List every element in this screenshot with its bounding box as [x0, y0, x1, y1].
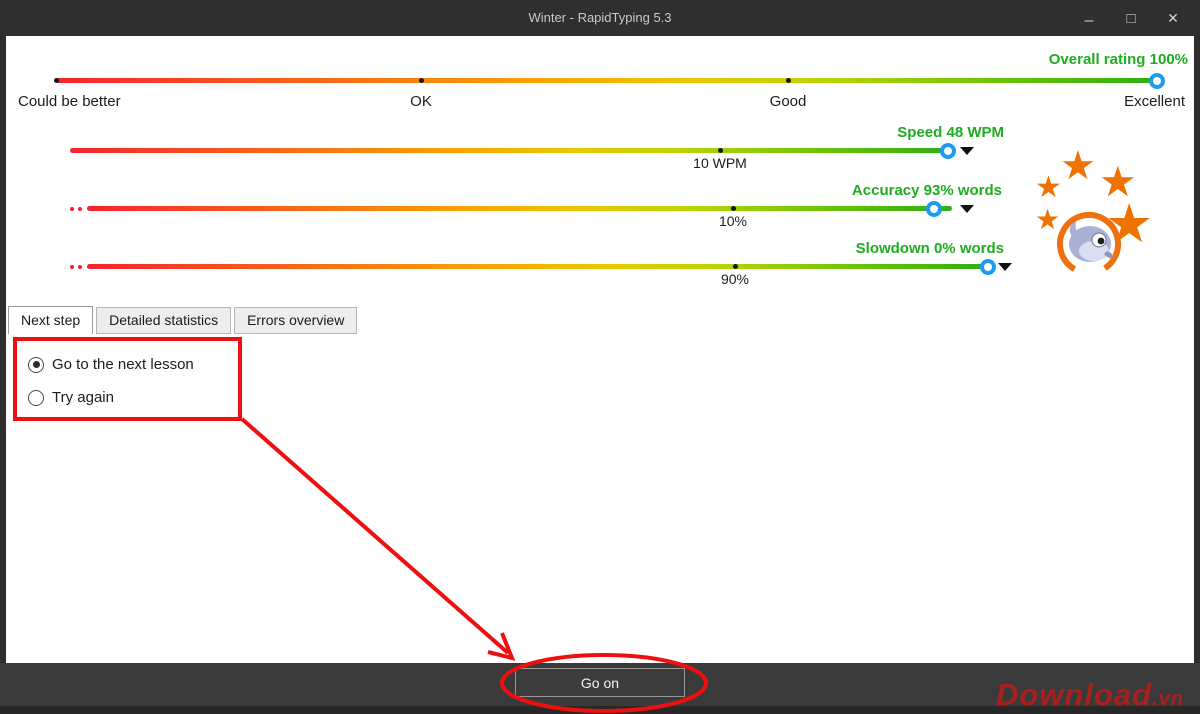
- option-label: Try again: [52, 389, 114, 406]
- scale-label-could-be-better: Could be better: [18, 93, 121, 110]
- speed-handle[interactable]: [940, 143, 956, 159]
- star-icon: ★: [1035, 170, 1062, 205]
- accuracy-start-dot-2: [78, 207, 82, 211]
- radio-selected-icon[interactable]: [28, 356, 44, 373]
- overall-rating-handle[interactable]: [1149, 73, 1165, 89]
- scale-label-excellent: Excellent: [1124, 93, 1185, 110]
- scale-label-good: Good: [769, 93, 807, 110]
- accuracy-tick: [731, 206, 736, 211]
- overall-rating-track: [56, 78, 1157, 83]
- overall-tick-good: [786, 78, 791, 83]
- close-button[interactable]: ✕: [1167, 9, 1179, 26]
- speed-dropdown-arrow-icon[interactable]: [960, 147, 974, 155]
- bottom-bar: Go on Download.vn: [0, 663, 1200, 714]
- speed-track: [70, 148, 948, 153]
- option-try-again[interactable]: Try again: [28, 389, 114, 406]
- tab-errors-overview[interactable]: Errors overview: [234, 307, 358, 334]
- star-icon: ★: [1035, 203, 1061, 236]
- slowdown-start-dot-1: [70, 265, 74, 269]
- accuracy-dropdown-arrow-icon[interactable]: [960, 205, 974, 213]
- minimize-button[interactable]: –: [1084, 12, 1094, 29]
- accuracy-label: Accuracy 93% words: [851, 182, 1002, 199]
- accuracy-tick-label: 10%: [718, 213, 748, 229]
- tab-detailed-statistics[interactable]: Detailed statistics: [96, 307, 232, 334]
- window-title: Winter - RapidTyping 5.3: [528, 10, 672, 25]
- window-controls: – □ ✕: [1072, 0, 1190, 36]
- titlebar: Winter - RapidTyping 5.3 – □ ✕: [0, 0, 1200, 36]
- overall-tick-ok: [419, 78, 424, 83]
- mascot-icon: [1057, 212, 1121, 276]
- watermark-suffix: .vn: [1152, 688, 1184, 710]
- accuracy-start-dot-1: [70, 207, 74, 211]
- star-icon: ★: [1060, 143, 1096, 189]
- accuracy-handle[interactable]: [926, 201, 942, 217]
- accuracy-track: [87, 206, 952, 211]
- slowdown-tick: [733, 264, 738, 269]
- tab-next-step[interactable]: Next step: [8, 306, 94, 334]
- option-label: Go to the next lesson: [52, 356, 194, 373]
- speed-label: Speed 48 WPM: [897, 124, 1004, 141]
- go-on-button[interactable]: Go on: [515, 668, 685, 697]
- maximize-button[interactable]: □: [1126, 9, 1136, 27]
- slowdown-handle[interactable]: [980, 259, 996, 275]
- radio-unselected-icon[interactable]: [28, 389, 44, 406]
- content-area: [6, 36, 1194, 663]
- overall-tick-start: [54, 78, 59, 83]
- speed-tick-label: 10 WPM: [693, 155, 747, 171]
- star-icon: ★: [1099, 157, 1137, 206]
- tab-bar: Next step Detailed statistics Errors ove…: [8, 306, 358, 334]
- slowdown-track: [87, 264, 988, 269]
- window-bottom-edge: [0, 706, 1200, 714]
- slowdown-dropdown-arrow-icon[interactable]: [998, 263, 1012, 271]
- speed-tick: [718, 148, 723, 153]
- slowdown-tick-label: 90%: [720, 271, 750, 287]
- slowdown-label: Slowdown 0% words: [855, 240, 1004, 257]
- option-go-next-lesson[interactable]: Go to the next lesson: [28, 356, 194, 373]
- scale-label-ok: OK: [410, 93, 432, 110]
- slowdown-start-dot-2: [78, 265, 82, 269]
- overall-rating-label: Overall rating 100%: [1048, 51, 1188, 68]
